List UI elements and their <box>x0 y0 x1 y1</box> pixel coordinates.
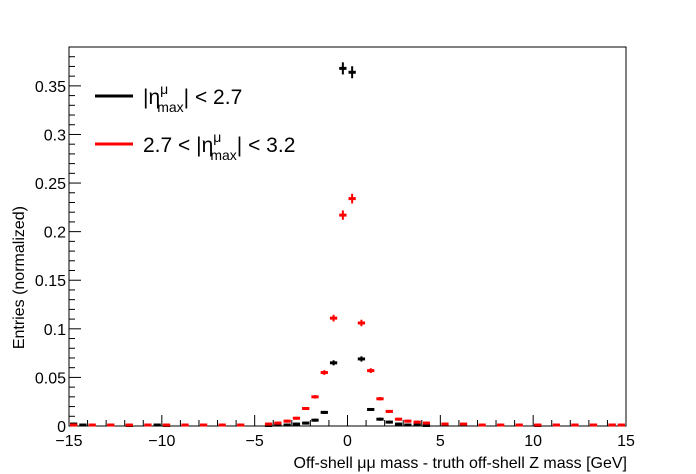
y-tick-label: 0.25 <box>35 176 66 193</box>
data-point-series-2 <box>329 314 338 322</box>
data-point-series-2 <box>459 422 468 426</box>
data-point-series-2 <box>320 370 328 375</box>
data-point-series-1 <box>404 423 412 427</box>
data-point-series-2 <box>274 421 282 425</box>
x-tick-label: −15 <box>55 433 82 450</box>
y-tick-label: 0.15 <box>35 273 66 290</box>
tick-labels: −15 −10 −5 0 5 10 15 0 0.05 0.1 0.15 0.2 0.25 0.3 0.35 <box>35 79 635 450</box>
data-point-series-2 <box>617 423 625 427</box>
data-point-series-2 <box>88 423 96 427</box>
y-tick-label: 0.05 <box>35 370 66 387</box>
data-point-series-2 <box>385 409 393 413</box>
data-point-series-2 <box>125 423 133 427</box>
data-point-series-2 <box>497 423 505 427</box>
data-point-series-1 <box>302 421 310 425</box>
x-axis-title: Off-shell μμ mass - truth off-shell Z ma… <box>294 455 628 472</box>
data-point-series-2 <box>302 407 310 411</box>
data-point-series-1 <box>339 62 347 75</box>
data-point-series-2 <box>70 423 78 427</box>
data-point-series-2 <box>571 423 579 427</box>
data-point-series-1 <box>357 356 366 362</box>
data-point-series-1 <box>376 417 384 421</box>
legend: |ημ max| < 2.7 2.7 < |ημ max| < 3.2 <box>95 81 295 163</box>
data-point-series-2 <box>283 419 291 423</box>
y-tick-label: 0 <box>57 419 66 436</box>
data-point-series-2 <box>376 397 384 401</box>
y-tick-label: 0.1 <box>44 322 66 339</box>
data-point-series-2 <box>422 421 431 425</box>
data-point-series-1 <box>329 360 338 366</box>
data-point-series-2 <box>199 423 208 427</box>
data-point-series-2 <box>413 420 421 424</box>
y-axis-title: Entries (normalized) <box>11 206 28 349</box>
data-point-series-2 <box>292 416 301 420</box>
y-tick-label: 0.35 <box>35 79 66 96</box>
data-point-series-2 <box>144 423 152 427</box>
data-point-series-1 <box>385 420 393 424</box>
x-tick-label: 10 <box>524 433 542 450</box>
data-point-series-1 <box>320 410 328 414</box>
data-point-series-1 <box>311 418 319 422</box>
x-tick-label: 5 <box>436 433 445 450</box>
x-tick-label: 15 <box>617 433 635 450</box>
data-point-series-2 <box>367 368 375 373</box>
data-point-series-2 <box>394 417 403 421</box>
data-point-series-2 <box>478 423 486 427</box>
data-point-series-2 <box>534 423 542 427</box>
data-point-series-2 <box>357 319 366 327</box>
y-tick-label: 0.3 <box>44 127 66 144</box>
data-point-series-2 <box>589 423 598 427</box>
data-point-series-2 <box>218 423 226 427</box>
data-point-series-1 <box>79 423 87 427</box>
axis-ticks <box>68 46 627 427</box>
data-marks <box>70 62 625 428</box>
data-point-series-2 <box>552 423 561 427</box>
data-point-series-2 <box>339 210 347 220</box>
data-point-series-2 <box>162 423 171 427</box>
data-point-series-1 <box>413 423 421 427</box>
data-point-series-1 <box>367 407 375 411</box>
x-tick-label: 0 <box>343 433 352 450</box>
legend-label-series-1: |ημ max| < 2.7 <box>143 81 242 115</box>
data-point-series-2 <box>608 423 616 427</box>
legend-label-series-2: 2.7 < |ημ max| < 3.2 <box>143 129 295 163</box>
data-point-series-2 <box>441 422 449 426</box>
data-point-series-2 <box>107 423 115 427</box>
y-tick-label: 0.2 <box>44 225 66 242</box>
data-point-series-1 <box>394 422 403 426</box>
data-point-series-2 <box>181 423 189 427</box>
data-point-series-2 <box>264 422 273 426</box>
data-point-series-2 <box>237 423 245 427</box>
data-point-series-1 <box>292 422 301 426</box>
data-point-series-2 <box>311 395 319 399</box>
data-point-series-2 <box>348 193 356 204</box>
data-point-series-2 <box>515 423 523 427</box>
x-tick-label: −5 <box>246 433 264 450</box>
data-point-series-1 <box>283 423 291 427</box>
data-point-series-1 <box>348 66 356 79</box>
x-tick-label: −10 <box>148 433 175 450</box>
data-point-series-1 <box>153 423 161 427</box>
data-point-series-2 <box>404 419 412 423</box>
